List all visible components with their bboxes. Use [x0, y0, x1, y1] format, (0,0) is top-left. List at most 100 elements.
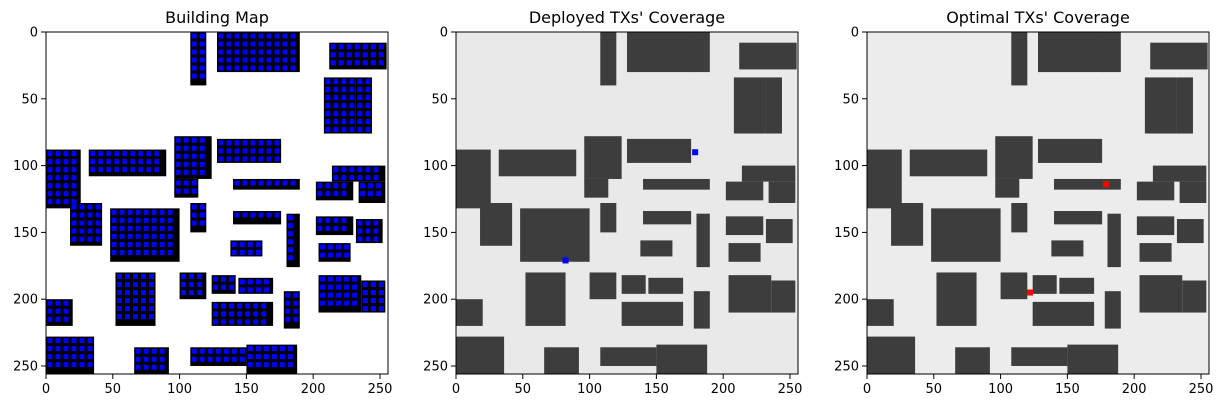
candidate-tx-marker [124, 314, 130, 320]
candidate-tx-marker [87, 220, 93, 226]
y-tick-label: 250 [423, 359, 448, 374]
candidate-tx-marker [119, 249, 125, 255]
candidate-tx-marker [143, 249, 149, 255]
candidate-tx-marker [218, 49, 224, 55]
candidate-tx-marker [191, 220, 197, 226]
candidate-tx-marker [360, 183, 366, 189]
building-block [480, 203, 513, 246]
candidate-tx-marker [357, 94, 363, 100]
building-block [318, 243, 351, 262]
building-block [1011, 347, 1068, 366]
candidate-tx-marker [175, 161, 181, 167]
y-tick-label: 0 [851, 26, 859, 41]
candidate-tx-marker [149, 298, 155, 304]
candidate-tx-marker [255, 346, 261, 352]
candidate-tx-marker [271, 362, 277, 368]
candidate-tx-marker [226, 49, 232, 55]
candidate-tx-marker [325, 127, 331, 133]
candidate-tx-marker [341, 183, 347, 189]
chart-title: Optimal TXs' Coverage [946, 8, 1130, 27]
candidate-tx-marker [159, 209, 165, 215]
candidate-tx-marker [258, 156, 264, 162]
candidate-tx-marker [226, 65, 232, 71]
candidate-tx-marker [71, 346, 77, 352]
candidate-tx-marker [328, 276, 334, 282]
candidate-tx-marker [143, 209, 149, 215]
y-tick-label: 200 [834, 293, 859, 308]
candidate-tx-marker [106, 167, 112, 173]
candidate-tx-marker [167, 209, 173, 215]
candidate-tx-marker [258, 180, 264, 186]
candidate-tx-marker [199, 204, 205, 210]
candidate-tx-marker [362, 52, 368, 58]
candidate-tx-marker [282, 57, 288, 63]
candidate-tx-marker [346, 44, 352, 50]
candidate-tx-marker [242, 140, 248, 146]
building-block [1139, 275, 1183, 313]
candidate-tx-marker [362, 306, 368, 312]
candidate-tx-marker [336, 252, 342, 258]
candidate-tx-marker [181, 281, 187, 287]
candidate-tx-marker [138, 151, 144, 157]
candidate-tx-marker [55, 151, 61, 157]
candidate-tx-marker [365, 175, 371, 181]
candidate-tx-marker [344, 252, 350, 258]
candidate-tx-marker [250, 180, 256, 186]
candidate-tx-marker [199, 145, 205, 151]
candidate-tx-marker [338, 52, 344, 58]
candidate-tx-marker [287, 231, 293, 237]
candidate-tx-marker [231, 356, 237, 362]
building-block [725, 181, 764, 201]
candidate-tx-marker [191, 212, 197, 218]
candidate-tx-marker [167, 249, 173, 255]
candidate-tx-marker [213, 276, 219, 282]
candidate-tx-marker [357, 228, 363, 234]
candidate-tx-marker [167, 217, 173, 223]
candidate-tx-marker [191, 57, 197, 63]
candidate-tx-marker [199, 348, 205, 354]
candidate-tx-marker [333, 102, 339, 108]
candidate-tx-marker [71, 212, 77, 218]
building-block [1051, 240, 1084, 257]
building-block [600, 203, 617, 233]
candidate-tx-marker [328, 292, 334, 298]
candidate-tx-marker [135, 225, 141, 231]
candidate-tx-marker [87, 204, 93, 210]
building-block [584, 178, 609, 198]
candidate-tx-marker [290, 57, 296, 63]
candidate-tx-marker [333, 217, 339, 223]
candidate-tx-marker [266, 180, 272, 186]
candidate-tx-marker [133, 281, 139, 287]
candidate-tx-marker [133, 298, 139, 304]
building-block [1152, 165, 1207, 182]
candidate-tx-marker [325, 217, 331, 223]
building-block [765, 219, 793, 244]
candidate-tx-marker [146, 159, 152, 165]
candidate-tx-marker [328, 284, 334, 290]
building-block [621, 275, 646, 294]
candidate-tx-marker [226, 140, 232, 146]
candidate-tx-marker [151, 225, 157, 231]
candidate-tx-marker [325, 94, 331, 100]
candidate-tx-marker [106, 159, 112, 165]
candidate-tx-marker [234, 41, 240, 47]
candidate-tx-marker [341, 110, 347, 116]
candidate-tx-marker [285, 300, 291, 306]
candidate-tx-marker [71, 191, 77, 197]
candidate-tx-marker [124, 298, 130, 304]
candidate-tx-marker [279, 354, 285, 360]
candidate-tx-marker [95, 204, 101, 210]
x-tick-label: 50 [105, 382, 122, 397]
building-block [1182, 280, 1207, 313]
candidate-tx-marker [274, 140, 280, 146]
candidate-tx-marker [151, 233, 157, 239]
candidate-tx-marker [143, 356, 149, 362]
building-block [627, 32, 693, 73]
building-block [1144, 77, 1177, 134]
candidate-tx-marker [274, 49, 280, 55]
candidate-tx-marker [189, 281, 195, 287]
candidate-tx-marker [237, 319, 243, 325]
x-tick-label: 150 [1055, 382, 1080, 397]
candidate-tx-marker [352, 292, 358, 298]
candidate-tx-marker [378, 306, 384, 312]
